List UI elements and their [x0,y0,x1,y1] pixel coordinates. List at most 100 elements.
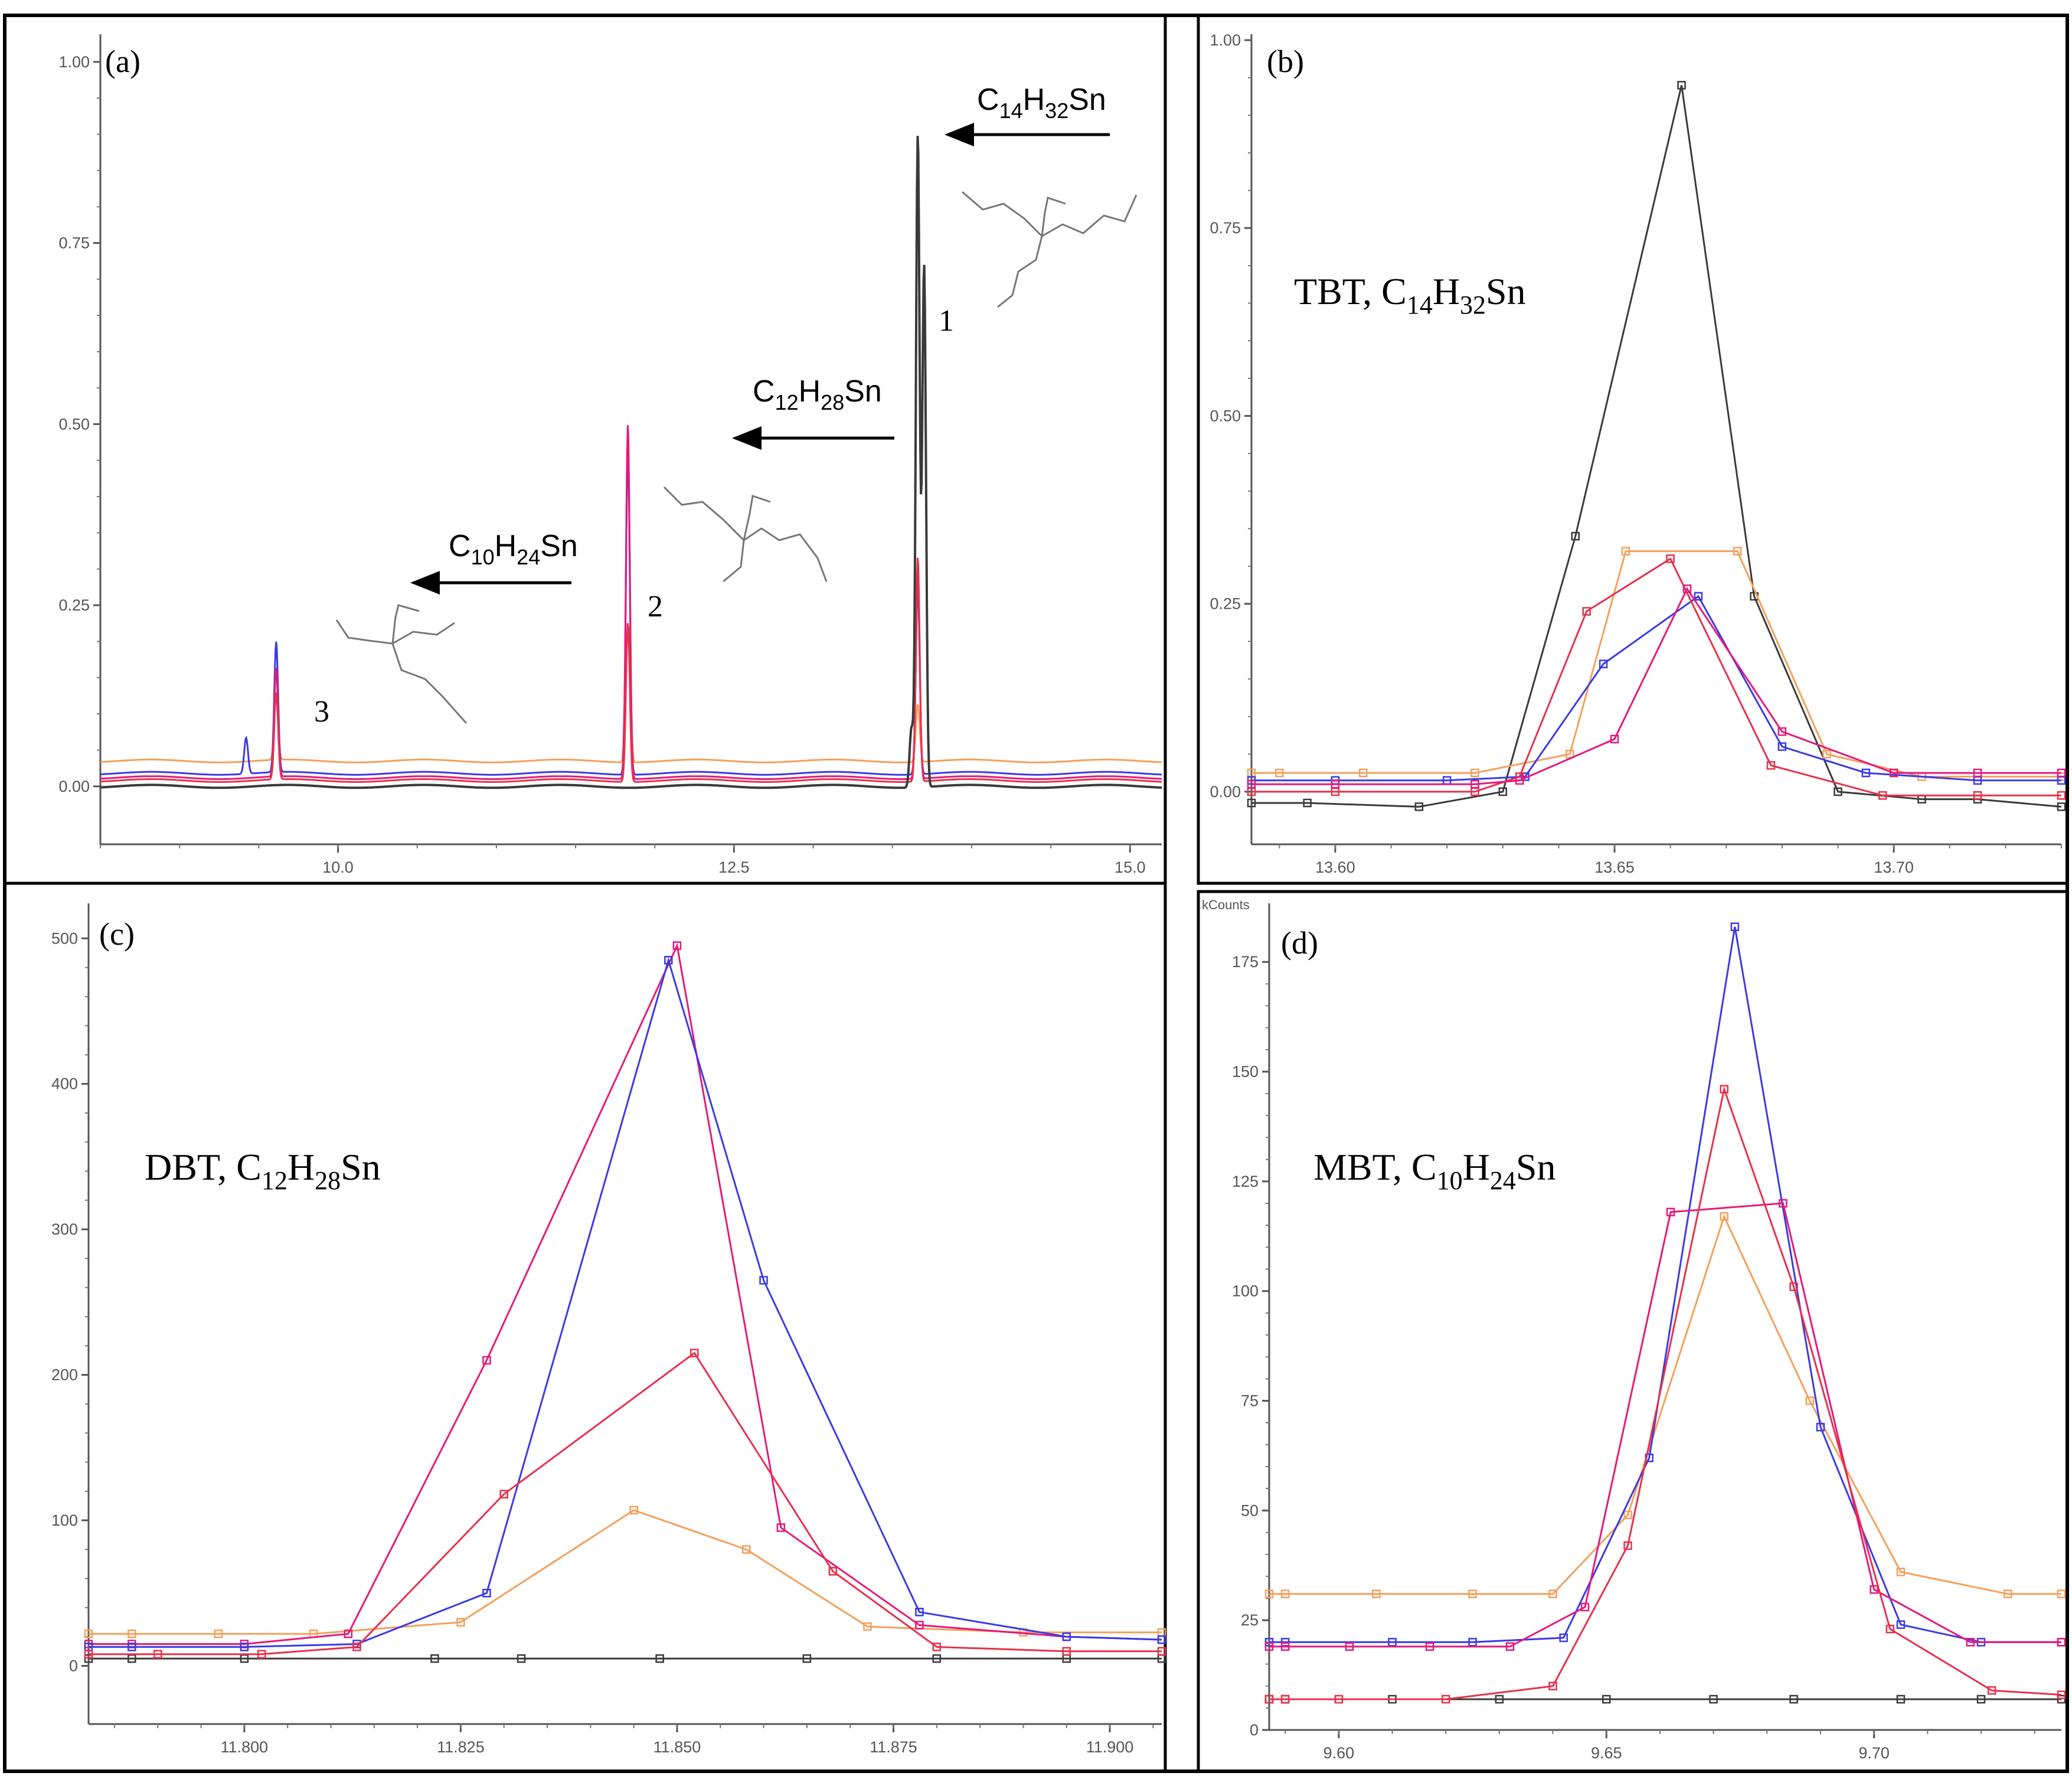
panel-d-title-tail: Sn [1516,1146,1556,1188]
series-magenta-point [2057,768,2066,778]
x-tick-label: 11.850 [653,1738,701,1756]
series-magenta-point [1973,768,1982,778]
series-red-point [1582,607,1591,616]
series-blue-point [240,1643,249,1651]
panel-c-title-mid: H [287,1146,315,1188]
panel-label: (a) [105,44,140,79]
y-tick-label: 150 [1232,1063,1259,1080]
series-blue-point [1896,1620,1906,1629]
series-magenta-point [1515,776,1524,785]
series-orange-point [1470,768,1479,778]
formula-c10-base: C [449,529,471,563]
formula-c10-sub1: 10 [471,545,495,569]
series-orange-point [1822,750,1831,759]
series-magenta-point [1264,1642,1274,1651]
formula-c14-sub1: 14 [999,99,1023,123]
series-orange-point [2004,1589,2012,1598]
molecule-dbt-icon [663,486,828,583]
series-blue-point [1777,742,1787,751]
series-orange-point [863,1622,872,1631]
series-red-point [1987,1686,1996,1695]
y-tick-label: 100 [51,1511,78,1529]
y-tick-label: 0.50 [1210,407,1241,425]
panel-b-title-tail: Sn [1486,270,1526,312]
x-tick-label: 9.60 [1323,1744,1355,1762]
series-red-point [84,1650,93,1659]
y-tick-label: 0.75 [1210,219,1241,237]
panel-d-title-mid: H [1463,1146,1490,1188]
series-black-point [802,1654,812,1663]
arrow-c10-icon [410,571,571,595]
series-blue-point [482,1588,491,1598]
x-tick-label: 13.65 [1594,858,1635,876]
panel-label: (c) [99,916,135,952]
series-black-point [1602,1695,1611,1704]
series-red-line [89,1351,1162,1656]
series-black-point [1709,1695,1718,1704]
series-magenta-point [482,1356,491,1365]
series-black-point [2057,1695,2066,1704]
series-magenta-point [2057,1638,2066,1647]
y-tick-label: 125 [1232,1173,1259,1190]
series-orange-point [629,1506,638,1514]
panel-b-frame [1197,14,2069,885]
formula-c12-base: C [753,374,775,409]
molecule-mbt-icon [335,604,468,724]
x-tick-label: 13.60 [1315,858,1355,876]
series-black-point [655,1654,664,1663]
series-orange-point [1468,1589,1477,1598]
series-red-line [1269,1086,2062,1700]
series-red-line [1251,557,2061,796]
y-tick-label: 200 [51,1366,78,1384]
series-black-point [1677,81,1686,90]
series-orange-point [1358,768,1368,778]
series-red-point [257,1650,266,1659]
panel-c-title-tail: Sn [341,1146,381,1188]
series-magenta-line [1269,1202,2061,1648]
series-orange-point [84,1629,93,1638]
series-magenta-point [1610,734,1619,744]
series-orange-point [1623,1510,1632,1520]
panel-b-title-sub1: 14 [1407,290,1433,319]
series-magenta-point [1345,1642,1354,1651]
series-orange-point [128,1629,136,1638]
series-magenta-line [1251,587,2061,785]
series-orange-point [214,1629,223,1638]
series-blue-point [1694,592,1703,601]
series-black-point [1247,798,1256,808]
series-red-point [932,1643,942,1651]
series-black-line [1251,85,2062,808]
panel-d-title-sub1: 10 [1437,1166,1463,1195]
series-blue-point [1157,1635,1166,1644]
series-black-point [1789,1695,1798,1704]
formula-c14-mid: H [1023,83,1045,117]
series-red-point [352,1643,361,1651]
arrow-c12-icon [732,426,894,450]
series-blue-point [1861,768,1871,778]
arrow-c14-icon [945,123,1110,146]
formula-c12-tail: Sn [844,374,882,409]
panel-label: (b) [1267,44,1304,79]
series-red-point [1623,1541,1632,1550]
series-black-point [1571,531,1580,541]
series-black-point [932,1654,942,1663]
series-magenta-point [1425,1642,1434,1651]
formula-c10-sub2: 24 [517,545,540,569]
x-tick-label: 15.0 [1115,858,1146,876]
series-orange-point [1275,768,1284,778]
formula-c14-sub2: 32 [1045,99,1068,123]
series-orange-point [1372,1589,1381,1598]
series-red-point [1280,1695,1290,1704]
panel-c-title: DBT, C12H28Sn [145,1146,381,1195]
y-tick-label: 0.00 [1210,783,1241,801]
panel-b-title: TBT, C14H32Sn [1294,270,1526,319]
panel-c-title-base: DBT, C [145,1146,262,1188]
series-orange-line [89,1509,1162,1635]
series-magenta-point [1966,1638,1975,1647]
series-red-point [1157,1647,1166,1656]
x-tick-label: 10.0 [322,858,354,876]
panel-b-title-sub2: 32 [1460,290,1486,319]
peak-label-1: 1 [939,304,954,338]
panel-c-title-sub1: 12 [262,1166,287,1195]
